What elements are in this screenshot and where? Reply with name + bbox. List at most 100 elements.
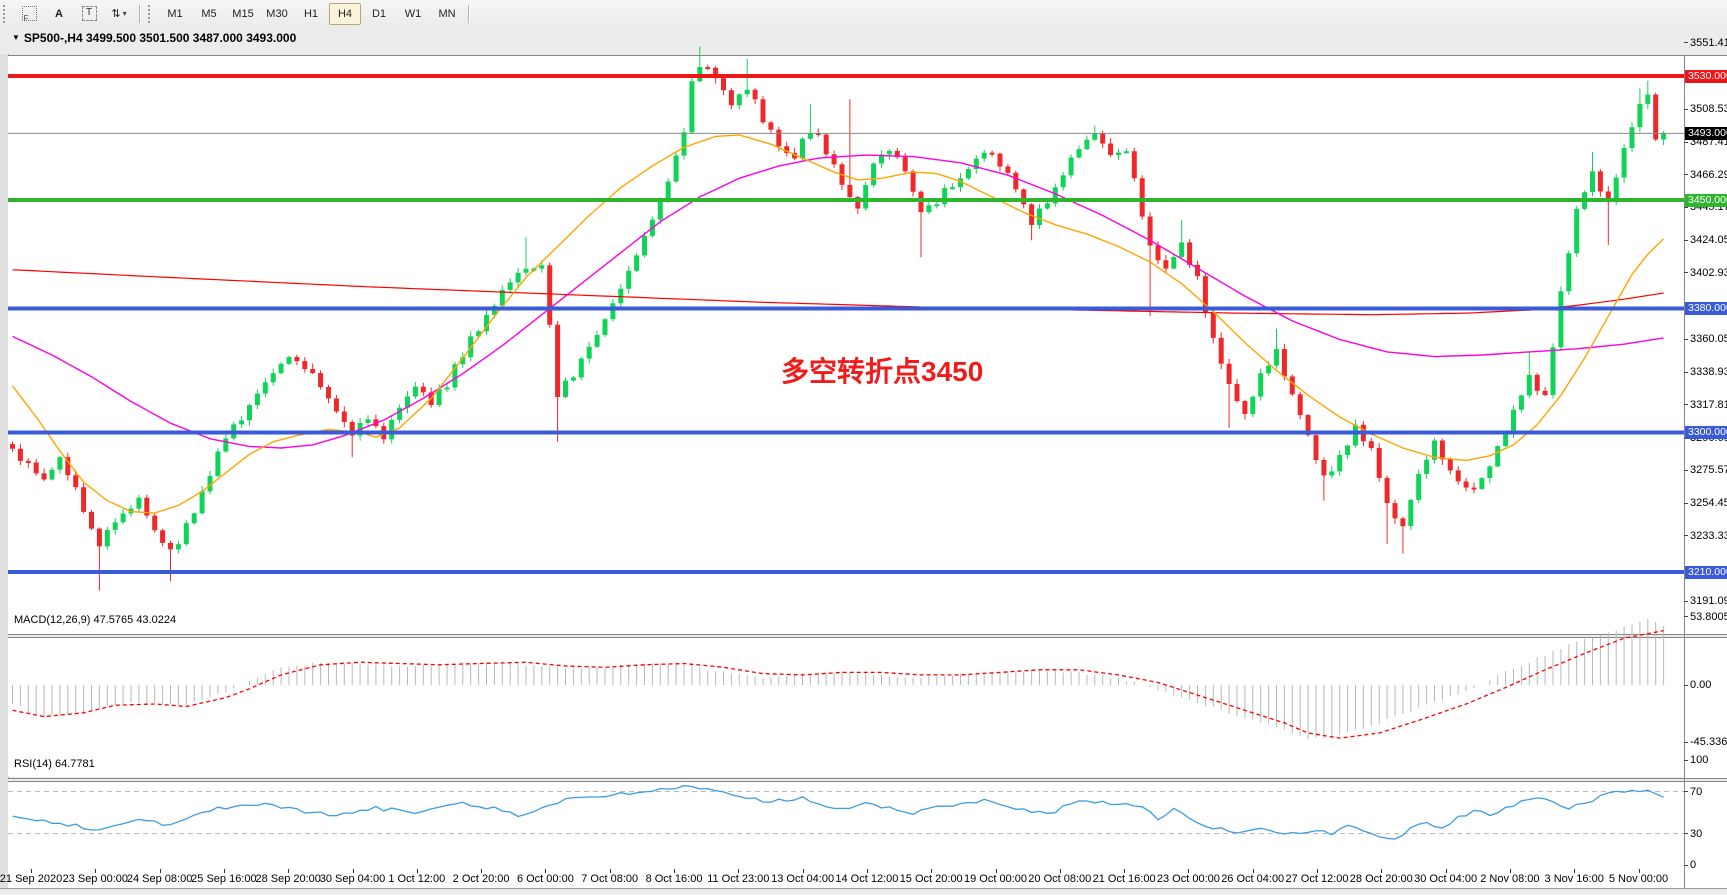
- time-axis-tick: [416, 869, 418, 873]
- arrows-tool-button[interactable]: ⇅ ▾: [104, 3, 134, 25]
- toolbar-grip[interactable]: [148, 4, 155, 23]
- timeframe-button-m5[interactable]: M5: [201, 7, 217, 20]
- price-axis-tick: [1684, 239, 1688, 241]
- main-chart-pane[interactable]: [8, 55, 1684, 634]
- pane-separator[interactable]: [8, 778, 1727, 779]
- time-axis-tick: [481, 869, 483, 873]
- price-axis-label: 3275.570: [1690, 464, 1727, 477]
- pane-separator[interactable]: [8, 637, 1727, 638]
- macd-pane[interactable]: [8, 638, 1684, 777]
- time-axis-label: 2 Oct 20:00: [452, 873, 510, 885]
- symbol-period: SP500-,H4: [23, 31, 83, 45]
- time-axis-tick: [1574, 869, 1576, 873]
- macd-value-signal: 43.0224: [136, 614, 177, 626]
- time-axis-tick: [738, 869, 740, 873]
- time-axis-label: 15 Oct 20:00: [899, 873, 963, 885]
- timeframe-button-mn[interactable]: MN: [438, 7, 456, 20]
- time-axis-label: 23 Oct 00:00: [1156, 873, 1220, 885]
- rsi-axis-label: 30: [1690, 827, 1703, 840]
- time-axis-label: 8 Oct 16:00: [645, 873, 703, 885]
- pane-separator[interactable]: [8, 779, 1727, 781]
- price-axis-tick: [1684, 174, 1688, 176]
- time-axis-label: 7 Oct 08:00: [581, 873, 639, 885]
- text-label-tool-button[interactable]: T: [74, 3, 104, 25]
- time-axis-tick: [1638, 869, 1640, 873]
- time-axis-label: 21 Sep 2020: [0, 873, 63, 885]
- rsi-value: 64.7781: [54, 758, 95, 770]
- time-axis-label: 25 Sep 16:00: [191, 873, 257, 885]
- price-level-badge: 3380.000: [1685, 302, 1727, 315]
- time-axis-label: 28 Oct 20:00: [1349, 873, 1413, 885]
- price-axis-tick: [1684, 338, 1688, 340]
- rsi-axis-label: 70: [1690, 785, 1703, 798]
- ohlc-low: 3487.000: [192, 31, 243, 45]
- time-axis-label: 1 Oct 12:00: [388, 873, 446, 885]
- chart-title: ▼ SP500-,H4 3499.500 3501.500 3487.000 34…: [12, 31, 296, 45]
- time-axis-tick: [223, 869, 225, 873]
- macd-axis-tick: [1684, 616, 1688, 618]
- price-axis-tick: [1684, 404, 1688, 406]
- time-axis-label: 28 Sep 20:00: [255, 873, 321, 885]
- time-axis-label: 26 Oct 04:00: [1221, 873, 1285, 885]
- price-axis-label: 3233.330: [1690, 529, 1727, 542]
- time-axis-tick: [1059, 869, 1061, 873]
- timeframe-button-d1[interactable]: D1: [371, 7, 387, 20]
- time-axis-label: 30 Sep 04:00: [319, 873, 386, 885]
- timeframe-button-w1[interactable]: W1: [404, 7, 422, 20]
- macd-axis-tick: [1684, 741, 1688, 743]
- timeframe-button-m30[interactable]: M30: [266, 7, 288, 20]
- price-axis-label: 3551.410: [1690, 36, 1727, 49]
- timeframe-button-m1[interactable]: M1: [167, 7, 183, 20]
- ohlc-open: 3499.500: [85, 31, 137, 45]
- toolbar-separator: [139, 4, 140, 23]
- pane-separator[interactable]: [8, 781, 1727, 782]
- time-axis-tick: [1252, 869, 1254, 873]
- timeframe-button-h4[interactable]: H4: [329, 2, 361, 25]
- price-axis-tick: [1684, 469, 1688, 471]
- time-axis-tick: [674, 869, 675, 873]
- timeframe-button-m15[interactable]: M15: [232, 7, 254, 20]
- time-axis-label: 3 Nov 16:00: [1544, 873, 1604, 885]
- price-axis-label: 3466.290: [1690, 168, 1727, 181]
- timeframe-group: M1 M5 M15 M30 H1 H4 D1 W1 MN: [159, 2, 463, 25]
- fibonacci-tool-button[interactable]: F: [14, 3, 44, 25]
- toolbar-separator: [468, 4, 469, 23]
- time-axis-tick: [802, 869, 804, 873]
- price-axis-label: 3424.050: [1690, 234, 1727, 247]
- time-axis-label: 19 Oct 00:00: [964, 873, 1027, 885]
- chart-dropdown-icon[interactable]: ▼: [12, 33, 20, 42]
- time-axis-tick: [995, 869, 997, 873]
- time-axis-tick: [609, 869, 611, 873]
- time-axis-label: 6 Oct 00:00: [516, 873, 574, 885]
- pane-border: [8, 55, 1727, 56]
- time-axis-tick: [866, 869, 868, 873]
- rsi-axis-label: 0: [1690, 859, 1697, 871]
- price-axis-tick: [1684, 600, 1688, 602]
- time-axis-tick: [159, 869, 161, 873]
- time-axis-label: 5 Nov 00:00: [1608, 873, 1669, 885]
- time-axis-label: 11 Oct 23:00: [707, 873, 770, 885]
- price-level-badge: 3530.000: [1685, 69, 1727, 83]
- macd-axis-label: 0.00: [1690, 679, 1712, 691]
- time-axis-label: 14 Oct 12:00: [835, 873, 899, 885]
- price-level-badge: 3450.000: [1685, 193, 1727, 207]
- price-axis-label: 3317.810: [1690, 398, 1727, 411]
- price-axis-label: 3191.090: [1690, 595, 1727, 608]
- price-axis-tick: [1684, 371, 1688, 373]
- price-axis-label: 3338.930: [1690, 366, 1727, 379]
- time-axis-tick: [1381, 869, 1383, 873]
- rsi-axis-tick: [1684, 791, 1688, 792]
- macd-axis-label: 53.8005: [1690, 610, 1727, 623]
- timeframe-button-h1[interactable]: H1: [303, 7, 319, 20]
- macd-axis-label: -45.3365: [1690, 736, 1727, 749]
- text-tool-button[interactable]: A: [55, 7, 63, 20]
- price-axis-label: 3508.530: [1690, 103, 1727, 116]
- time-axis-label: 30 Oct 04:00: [1414, 873, 1478, 885]
- time-axis-label: 20 Oct 08:00: [1028, 873, 1092, 885]
- time-axis-label: 23 Sep 00:00: [62, 873, 129, 885]
- toolbar-grip[interactable]: [3, 4, 10, 23]
- rsi-axis-tick: [1684, 759, 1688, 761]
- price-axis-tick: [1684, 535, 1688, 537]
- ohlc-high: 3501.500: [139, 31, 190, 45]
- time-axis-tick: [1124, 869, 1126, 873]
